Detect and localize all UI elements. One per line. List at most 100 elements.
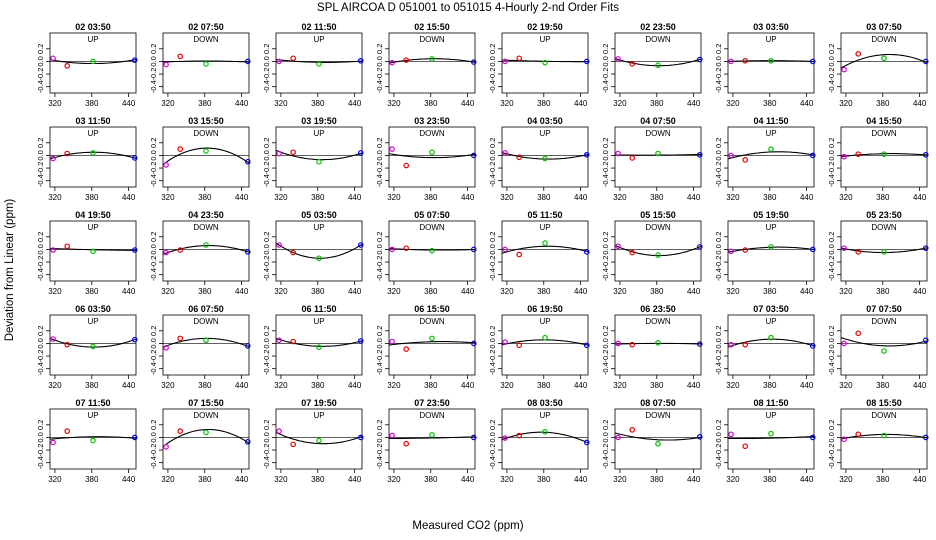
panel-direction: UP [539, 223, 550, 232]
y-tick-label: -0.2 [149, 350, 158, 363]
data-point [163, 61, 169, 68]
panel-title: 02 07:50 [188, 22, 224, 32]
x-tick-label: 440 [800, 99, 814, 108]
y-tick-label: 0.2 [488, 138, 497, 148]
data-point [316, 158, 322, 165]
fit-curve [49, 337, 137, 348]
panel-title: 05 19:50 [753, 210, 789, 220]
x-tick-label: 440 [574, 287, 588, 296]
y-tick-label: -0.2 [262, 350, 271, 363]
panel: 06 03:50 UP -0.4-0.2 0.0 0.2 320 380 440 [36, 304, 138, 390]
data-point [429, 247, 435, 254]
x-tick-label: 320 [839, 381, 853, 390]
y-tick-label: 0.2 [149, 232, 158, 242]
panel-direction: DOWN [419, 317, 445, 326]
x-tick-label: 380 [85, 287, 99, 296]
x-tick-label: 440 [348, 287, 362, 296]
panel-title: 06 03:50 [75, 304, 111, 314]
data-point [244, 58, 251, 65]
y-tick-label: -0.2 [714, 256, 723, 269]
data-point [389, 59, 395, 66]
x-tick-label: 320 [613, 193, 627, 202]
y-tick-label: -0.2 [149, 444, 158, 457]
y-tick-label: 0.0 [149, 432, 158, 442]
data-point [655, 440, 661, 447]
data-point [855, 51, 862, 57]
x-tick-label: 440 [800, 475, 814, 484]
x-tick-label: 380 [424, 193, 438, 202]
panel-title: 04 07:50 [640, 116, 676, 126]
fit-curve [162, 147, 250, 165]
y-tick-label: 0.2 [714, 232, 723, 242]
fit-curve [162, 245, 250, 255]
fit-curve [162, 60, 250, 63]
data-point [615, 243, 621, 250]
y-tick-label: 0.2 [375, 326, 384, 336]
y-tick-label: 0.2 [827, 326, 836, 336]
data-point [429, 56, 435, 62]
y-tick-label: 0.0 [488, 244, 497, 254]
x-tick-label: 440 [574, 99, 588, 108]
panel-frame [275, 220, 363, 282]
x-tick-label: 440 [122, 193, 136, 202]
panel-title: 05 07:50 [414, 210, 450, 220]
x-tick-label: 380 [311, 475, 325, 484]
y-tick-label: -0.2 [375, 350, 384, 363]
data-point [615, 150, 621, 157]
x-tick-label: 320 [274, 381, 288, 390]
fit-curve [614, 342, 702, 345]
panel: 04 15:50 DOWN -0.4-0.2 0.0 0.2 320 380 440 [827, 116, 929, 202]
y-tick-label: 0.2 [149, 44, 158, 54]
panel: 03 15:50 DOWN -0.4-0.2 0.0 0.2 320 380 440 [149, 116, 251, 202]
x-tick-label: 320 [48, 193, 62, 202]
panel-title: 03 23:50 [414, 116, 450, 126]
data-point [276, 428, 282, 434]
panel-title: 03 15:50 [188, 116, 224, 126]
x-tick-label: 440 [235, 475, 249, 484]
fit-curve [388, 58, 476, 64]
x-tick-label: 440 [348, 475, 362, 484]
data-point [768, 146, 774, 152]
data-point [502, 435, 508, 441]
x-tick-label: 440 [800, 193, 814, 202]
x-tick-label: 440 [348, 193, 362, 202]
x-tick-label: 320 [726, 381, 740, 390]
x-tick-label: 320 [726, 475, 740, 484]
y-tick-label: -0.4 [827, 80, 836, 93]
panel: 04 03:50 UP -0.4-0.2 0.0 0.2 320 380 440 [488, 116, 590, 202]
x-tick-label: 320 [48, 475, 62, 484]
data-point [163, 162, 169, 168]
fit-curve [501, 339, 589, 346]
x-tick-label: 380 [85, 381, 99, 390]
panel-title: 08 15:50 [866, 398, 902, 408]
x-tick-label: 320 [613, 475, 627, 484]
data-point [629, 341, 636, 348]
data-point [542, 428, 548, 435]
y-tick-label: -0.4 [149, 268, 158, 281]
data-point [177, 335, 184, 342]
panel: 03 11:50 UP -0.4-0.2 0.0 0.2 320 380 440 [36, 116, 138, 202]
data-point [855, 330, 862, 337]
y-tick-label: -0.4 [36, 362, 45, 375]
data-point [742, 341, 749, 348]
panel: 04 07:50 DOWN -0.4-0.2 0.0 0.2 320 380 440 [601, 116, 703, 202]
panel-direction: DOWN [645, 317, 671, 326]
fit-curve [49, 436, 137, 440]
x-tick-label: 380 [424, 99, 438, 108]
y-tick-label: 0.2 [262, 420, 271, 430]
y-tick-label: 0.2 [601, 138, 610, 148]
y-tick-label: 0.0 [149, 56, 158, 66]
data-point [276, 150, 282, 157]
x-tick-label: 440 [348, 99, 362, 108]
x-tick-label: 320 [161, 99, 175, 108]
y-tick-label: -0.4 [601, 80, 610, 93]
panel-direction: UP [539, 129, 550, 138]
x-tick-label: 380 [537, 287, 551, 296]
data-point [696, 244, 703, 250]
y-tick-label: 0.0 [375, 150, 384, 160]
x-tick-label: 440 [687, 287, 701, 296]
y-tick-label: -0.4 [36, 268, 45, 281]
panel-direction: UP [87, 411, 98, 420]
fit-curve [614, 432, 702, 441]
panel: 08 07:50 DOWN -0.4-0.2 0.0 0.2 320 380 440 [601, 398, 703, 484]
